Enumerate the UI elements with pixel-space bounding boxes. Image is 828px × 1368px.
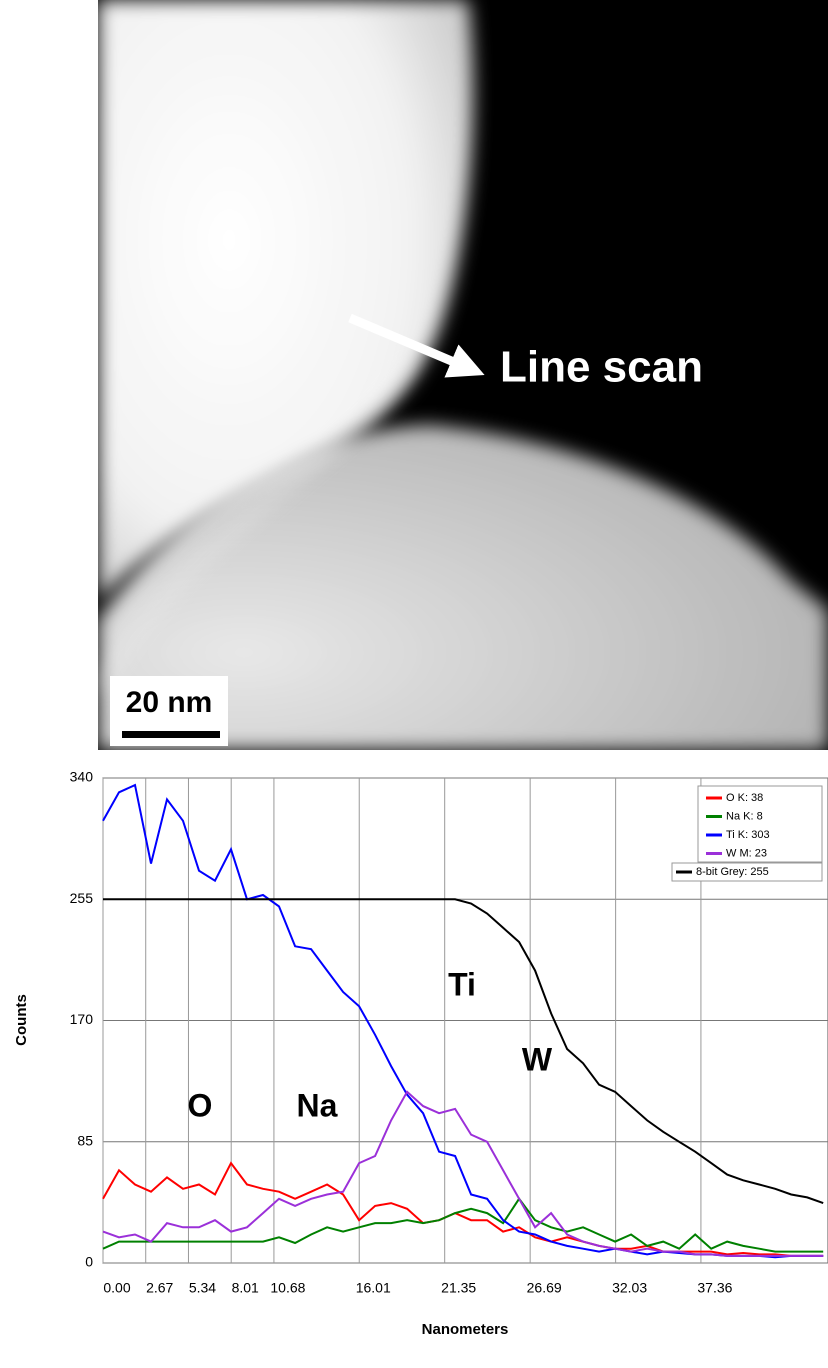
series-line (102, 1197, 824, 1253)
x-tick-label: 37.36 (697, 1280, 732, 1296)
series-line (103, 898, 824, 1205)
scale-bar-label: 20 nm (126, 686, 213, 719)
x-tick-label: 32.03 (612, 1280, 647, 1296)
legend-label: W M: 23 (726, 847, 767, 859)
legend-label: 8-bit Grey: 255 (696, 866, 769, 878)
y-tick-label: 340 (70, 769, 94, 785)
x-tick-label: 26.69 (527, 1280, 562, 1296)
scan-arrow (348, 313, 485, 378)
lower-particle (98, 425, 828, 750)
annotation: O (188, 1087, 213, 1123)
x-tick-label: 8.01 (232, 1280, 259, 1296)
legend-label: Na K: 8 (726, 810, 763, 822)
upper-particle (98, 0, 473, 600)
image-label: Line scan (500, 343, 703, 392)
legend: O K: 38 Na K: 8 Ti K: 303 W M: 23 8-bit Grey… (671, 785, 823, 882)
scale-bar (122, 731, 220, 738)
legend-label: Ti K: 303 (726, 829, 770, 841)
annotation: Na (297, 1087, 338, 1123)
y-tick-label: 85 (77, 1132, 93, 1148)
x-tick-label: 21.35 (441, 1280, 476, 1296)
tem-image: Line scan 20 nm (98, 0, 828, 750)
grain-boundary (98, 358, 413, 692)
series-line (102, 1090, 824, 1257)
series-line (102, 1161, 824, 1257)
legend-label: O K: 38 (726, 792, 763, 804)
legend-box (671, 862, 823, 882)
y-axis-title: Counts (13, 994, 30, 1046)
x-tick-label: 16.01 (356, 1280, 391, 1296)
y-tick-label: 170 (70, 1011, 94, 1027)
y-tick-label: 0 (85, 1254, 93, 1270)
y-tick-label: 255 (70, 890, 94, 906)
x-tick-label: 10.68 (270, 1280, 305, 1296)
x-axis-title: Nanometers (422, 1321, 509, 1338)
x-tick-label: 2.67 (146, 1280, 173, 1296)
annotation: W (522, 1041, 553, 1077)
x-tick-label: 0.00 (103, 1280, 130, 1296)
annotation: Ti (448, 966, 476, 1002)
x-tick-label: 5.34 (189, 1280, 216, 1296)
